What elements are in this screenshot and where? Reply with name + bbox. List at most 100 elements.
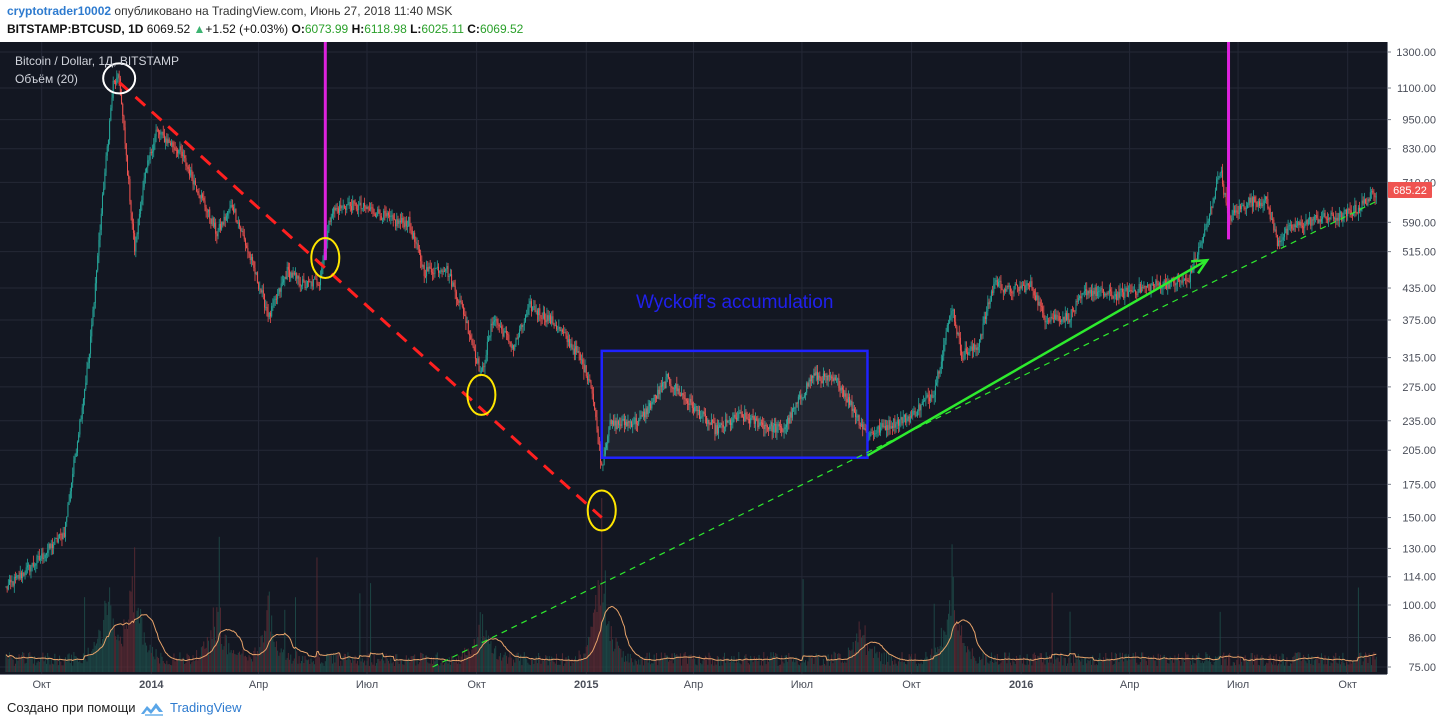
symbol-label[interactable]: BITSTAMP:BTCUSD, 1D <box>7 22 144 36</box>
volume-bar <box>374 665 376 672</box>
volume-bar <box>384 663 386 672</box>
candle-body <box>687 400 689 404</box>
volume-bar <box>812 657 814 672</box>
candle-body <box>432 272 434 274</box>
candle-body <box>1306 220 1308 225</box>
price-tick-label: 375.00 <box>1402 315 1436 327</box>
volume-bar <box>1131 656 1133 672</box>
candle-body <box>22 572 24 579</box>
candle-body <box>1329 217 1331 219</box>
candle-body <box>1054 314 1056 319</box>
candle-body <box>591 387 593 394</box>
volume-bar <box>345 653 347 672</box>
price-tick-label: 150.00 <box>1402 513 1436 525</box>
candle-body <box>11 581 13 583</box>
volume-bar <box>633 665 635 672</box>
candle-body <box>1057 315 1059 317</box>
volume-bar <box>131 576 133 672</box>
volume-bar <box>852 641 854 672</box>
wyckoff-annotation[interactable]: Wyckoff's accumulation <box>636 292 833 313</box>
volume-bar <box>782 661 784 672</box>
volume-bar <box>168 664 170 672</box>
author-link[interactable]: cryptotrader10002 <box>7 4 112 18</box>
candle-body <box>911 415 913 417</box>
candle-body <box>1102 289 1104 296</box>
candle-body <box>980 334 982 340</box>
candle-body <box>818 375 820 380</box>
volume-bar <box>385 653 387 672</box>
volume-bar <box>746 658 748 672</box>
time-axis[interactable]: Окт 2014 Апр Июл Окт 2015 Апр Июл Окт 2016 Апр Июл О… <box>32 679 1357 691</box>
candle-body <box>840 387 842 391</box>
volume-bar <box>975 660 977 672</box>
price-tick-label: 515.00 <box>1402 247 1436 259</box>
volume-bar <box>274 647 276 672</box>
candle-body <box>1300 221 1302 226</box>
volume-bar <box>249 657 251 672</box>
candle-body <box>1132 291 1134 293</box>
candle-body <box>622 418 624 421</box>
candle-body <box>1025 285 1027 293</box>
volume-bar <box>476 646 478 672</box>
candle-body <box>628 421 630 423</box>
candle-body <box>1201 241 1203 243</box>
candle-body <box>409 217 411 228</box>
candle-body <box>650 403 652 409</box>
volume-bar <box>138 623 140 672</box>
volume-bar <box>932 656 934 672</box>
volume-bar <box>874 646 876 672</box>
candle-body <box>259 288 261 290</box>
candle-body <box>579 353 581 360</box>
volume-bar <box>656 653 658 672</box>
tradingview-brand-link[interactable]: TradingView <box>170 700 242 715</box>
candle-body <box>106 146 108 156</box>
candle-body <box>882 423 884 427</box>
volume-bar <box>160 652 162 672</box>
candle-body <box>422 265 424 267</box>
volume-bar <box>558 664 560 672</box>
candle-body <box>1354 204 1356 213</box>
candle-body <box>559 326 561 331</box>
volume-bar <box>35 665 37 672</box>
candle-body <box>267 311 269 318</box>
tradingview-logo-icon[interactable] <box>139 699 165 717</box>
candle-body <box>1058 316 1060 321</box>
candle-body <box>362 203 364 209</box>
candle-body <box>1121 289 1123 293</box>
candle-body <box>988 302 990 305</box>
volume-bar <box>934 647 936 672</box>
candle-body <box>825 376 827 377</box>
candle-body <box>553 323 555 326</box>
volume-bar <box>47 653 49 672</box>
candle-body <box>688 403 690 405</box>
volume-bar <box>140 608 142 672</box>
volume-bar <box>1212 665 1214 672</box>
candle-body <box>1062 317 1064 320</box>
volume-bar <box>405 655 407 672</box>
volume-bar <box>56 659 58 672</box>
created-with-label: Создано при помощи <box>7 700 136 715</box>
candle-body <box>933 395 935 398</box>
volume-bar <box>1077 653 1079 672</box>
price-chart[interactable]: 1300.001100.00950.00830.00710.00590.0051… <box>0 42 1444 692</box>
candle-body <box>1208 214 1210 222</box>
candle-body <box>940 361 942 368</box>
volume-bar <box>1338 655 1340 672</box>
candle-body <box>162 131 164 136</box>
candle-body <box>266 306 268 312</box>
volume-bar <box>1292 656 1294 672</box>
volume-bar <box>1288 665 1290 672</box>
candle-body <box>507 334 509 335</box>
volume-bar <box>1315 658 1317 672</box>
volume-bar <box>85 659 87 672</box>
price-axis[interactable]: 1300.001100.00950.00830.00710.00590.0051… <box>1387 47 1436 674</box>
candle-body <box>34 565 36 567</box>
candle-body <box>1287 226 1289 235</box>
candle-body <box>476 358 478 364</box>
candle-body <box>1107 292 1109 294</box>
candle-body <box>398 220 400 224</box>
candle-body <box>275 298 277 300</box>
volume-bar <box>1164 658 1166 672</box>
volume-bar <box>955 623 957 672</box>
volume-bar <box>1207 661 1209 672</box>
